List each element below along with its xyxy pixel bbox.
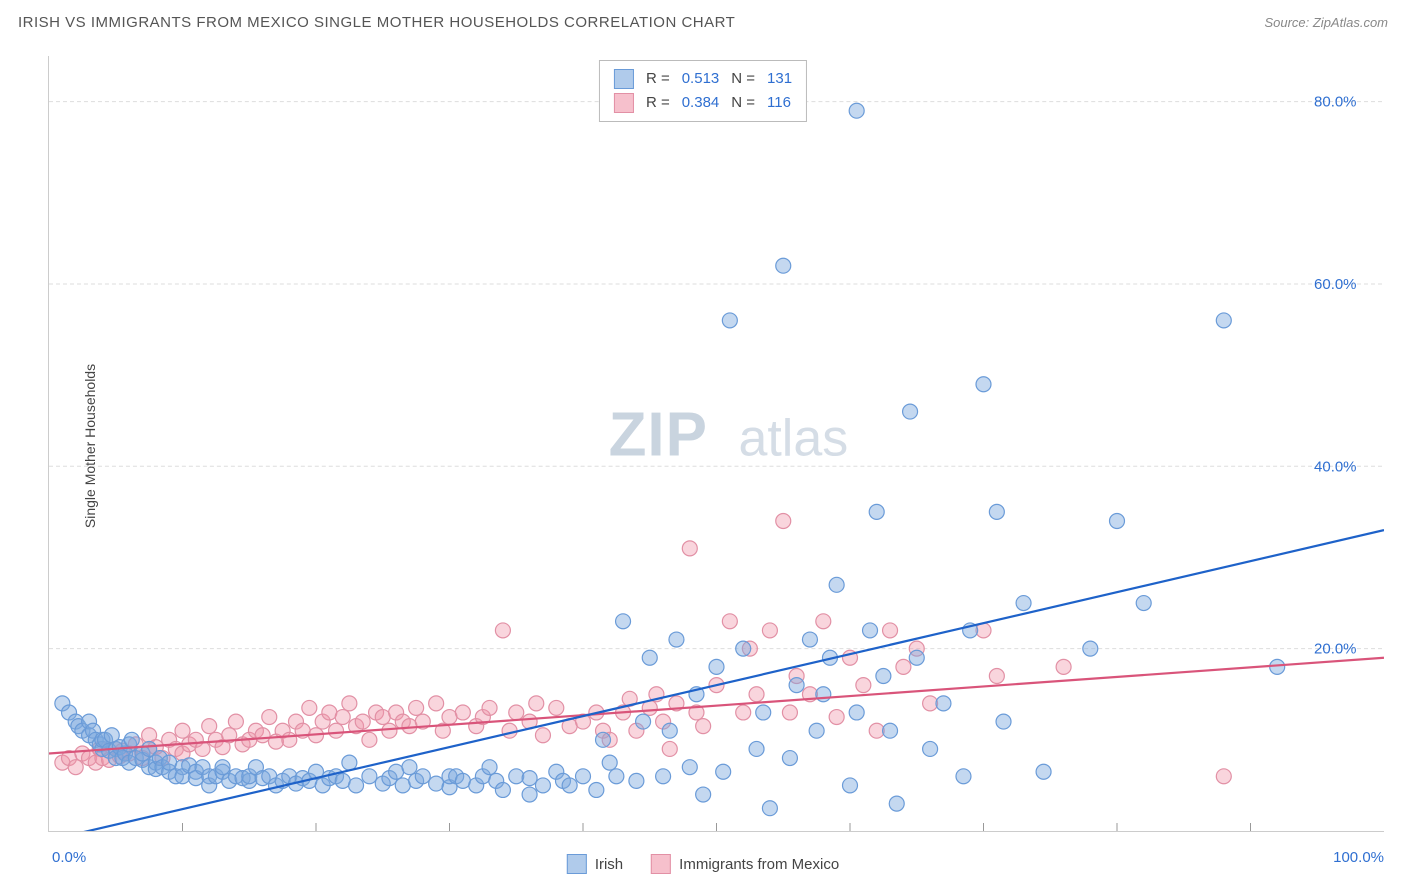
svg-text:40.0%: 40.0% (1314, 458, 1356, 475)
n-value-pink: 116 (767, 91, 791, 115)
legend-row-pink: R = 0.384 N = 116 (614, 91, 792, 115)
watermark-zip: ZIP (609, 400, 708, 469)
r-label: R = (646, 91, 670, 115)
chart-title: IRISH VS IMMIGRANTS FROM MEXICO SINGLE M… (18, 14, 735, 31)
r-value-blue: 0.513 (682, 67, 720, 91)
r-label: R = (646, 67, 670, 91)
watermark-atlas: atlas (738, 409, 848, 467)
svg-text:80.0%: 80.0% (1314, 94, 1356, 111)
swatch-blue-icon (614, 69, 634, 89)
legend-row-blue: R = 0.513 N = 131 (614, 67, 792, 91)
svg-text:20.0%: 20.0% (1314, 641, 1356, 658)
r-value-pink: 0.384 (682, 91, 720, 115)
svg-text:60.0%: 60.0% (1314, 276, 1356, 293)
x-min-label: 0.0% (52, 849, 86, 866)
n-label: N = (731, 91, 755, 115)
legend-item-mexico: Immigrants from Mexico (651, 854, 839, 874)
correlation-legend: R = 0.513 N = 131 R = 0.384 N = 116 (599, 60, 807, 122)
n-value-blue: 131 (767, 67, 792, 91)
legend-label-irish: Irish (595, 856, 623, 873)
legend-item-irish: Irish (567, 854, 623, 874)
gridlines (49, 102, 1384, 649)
series-legend: Irish Immigrants from Mexico (567, 854, 839, 874)
scatter-plot-svg: ZIP atlas 20.0% 40.0% 60.0% 80.0% (49, 56, 1384, 831)
header-bar: IRISH VS IMMIGRANTS FROM MEXICO SINGLE M… (0, 0, 1406, 44)
legend-label-mexico: Immigrants from Mexico (679, 856, 839, 873)
x-minor-ticks (183, 823, 1251, 831)
swatch-blue-icon (567, 854, 587, 874)
swatch-pink-icon (614, 93, 634, 113)
source-label: Source: ZipAtlas.com (1264, 15, 1388, 30)
n-label: N = (731, 67, 755, 91)
x-max-label: 100.0% (1333, 849, 1384, 866)
chart-area: ZIP atlas 20.0% 40.0% 60.0% 80.0% (48, 56, 1384, 832)
swatch-pink-icon (651, 854, 671, 874)
y-tick-labels: 20.0% 40.0% 60.0% 80.0% (1314, 94, 1356, 658)
